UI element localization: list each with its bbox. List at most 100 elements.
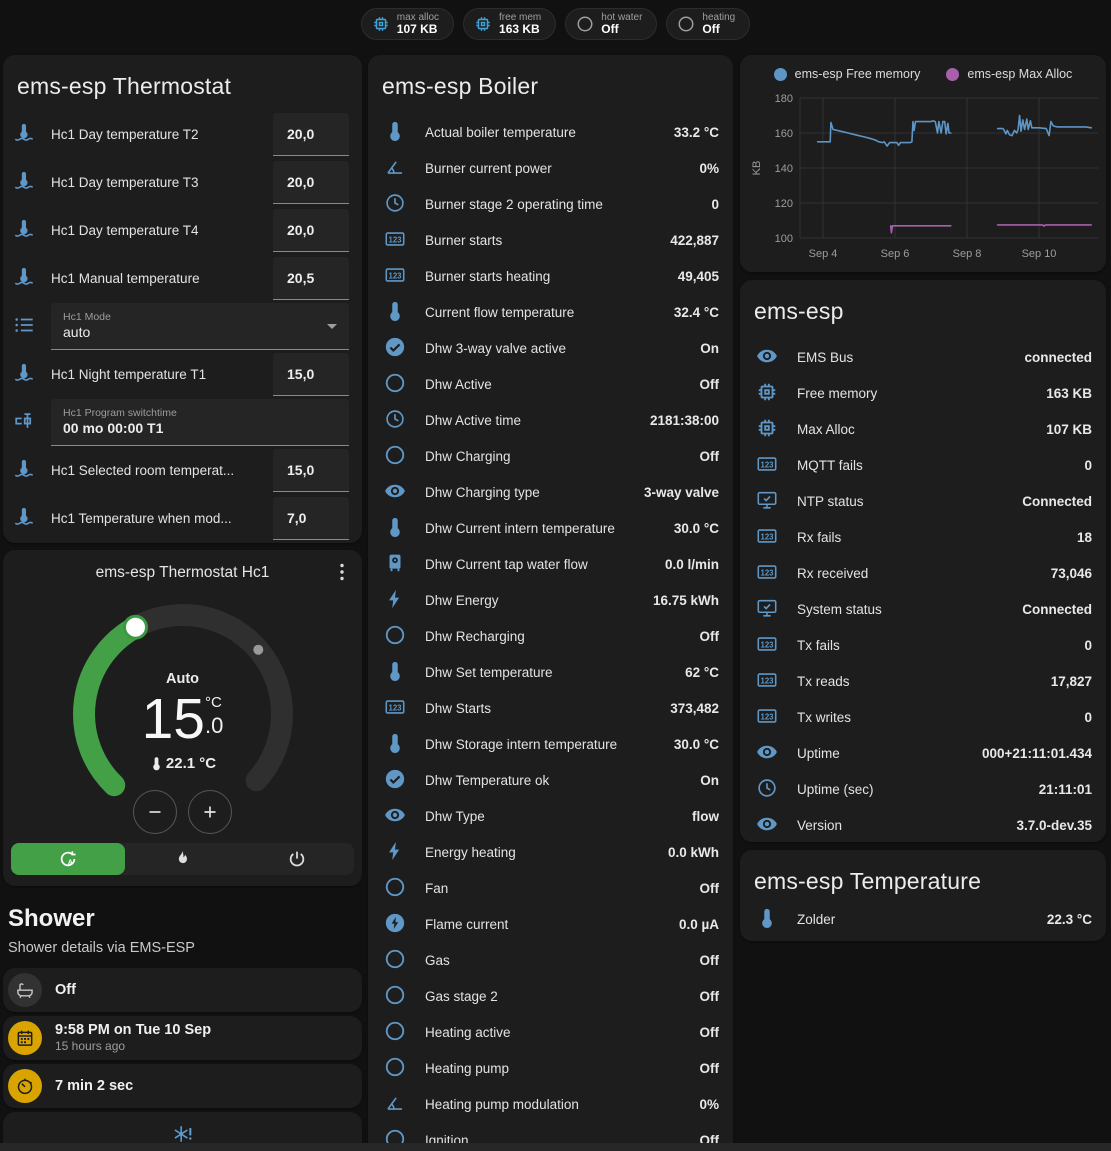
entity-row[interactable]: 123 Tx writes 0	[740, 699, 1106, 735]
entity-value: connected	[1024, 349, 1092, 365]
increase-temp-button[interactable]	[188, 790, 232, 834]
entity-row[interactable]: Current flow temperature 32.4 °C	[368, 294, 733, 330]
thermostat-row[interactable]: Hc1 Day temperature T3 20,0	[3, 158, 362, 206]
entity-row[interactable]: 123 Burner starts 422,887	[368, 222, 733, 258]
entity-row[interactable]: Dhw Recharging Off	[368, 618, 733, 654]
entity-row[interactable]: Max Alloc 107 KB	[740, 411, 1106, 447]
number-input[interactable]: 7,0	[273, 496, 349, 540]
chip-value: Off	[601, 22, 619, 36]
entity-row[interactable]: Dhw Storage intern temperature 30.0 °C	[368, 726, 733, 762]
entity-label: Tx writes	[797, 709, 851, 725]
entity-row[interactable]: Dhw Temperature ok On	[368, 762, 733, 798]
number-input[interactable]: 15,0	[273, 352, 349, 396]
check-circle-icon	[385, 769, 405, 789]
entity-row[interactable]: Uptime 000+21:11:01.434	[740, 735, 1106, 771]
entity-row[interactable]: 123 Tx fails 0	[740, 627, 1106, 663]
shower-item[interactable]: 7 min 2 sec	[3, 1064, 362, 1108]
entity-row[interactable]: Energy heating 0.0 kWh	[368, 834, 733, 870]
hvac-mode-power-button[interactable]	[240, 843, 354, 875]
entity-label: Burner starts	[425, 232, 503, 248]
entity-row[interactable]: Heating pump modulation 0%	[368, 1086, 733, 1122]
entity-row[interactable]: 123 Tx reads 17,827	[740, 663, 1106, 699]
mode-select[interactable]: Hc1 Mode auto	[51, 302, 349, 350]
entity-row[interactable]: Gas stage 2 Off	[368, 978, 733, 1014]
entity-row[interactable]: Heating active Off	[368, 1014, 733, 1050]
entity-row[interactable]: Fan Off	[368, 870, 733, 906]
entity-row[interactable]: Dhw Active time 2181:38:00	[368, 402, 733, 438]
header-chip-max-alloc[interactable]: max alloc 107 KB	[360, 8, 455, 40]
thermostat-row[interactable]: Hc1 Program switchtime 00 mo 00:00 T1	[3, 398, 362, 446]
entity-row[interactable]: Dhw Set temperature 62 °C	[368, 654, 733, 690]
shower-item[interactable]: 9:58 PM on Tue 10 Sep 15 hours ago	[3, 1016, 362, 1060]
entity-row[interactable]: Burner current power 0%	[368, 150, 733, 186]
number-input[interactable]: 20,0	[273, 160, 349, 204]
entity-row[interactable]: Dhw Charging Off	[368, 438, 733, 474]
entity-row[interactable]: Burner stage 2 operating time 0	[368, 186, 733, 222]
legend-item[interactable]: ems-esp Free memory	[773, 67, 920, 81]
entity-row[interactable]: NTP status Connected	[740, 483, 1106, 519]
decrease-temp-button[interactable]	[133, 790, 177, 834]
entity-row[interactable]: Flame current 0.0 µA	[368, 906, 733, 942]
entity-row[interactable]: Dhw Energy 16.75 kWh	[368, 582, 733, 618]
header-chip-free-mem[interactable]: free mem 163 KB	[463, 8, 557, 40]
thermostat-row[interactable]: Hc1 Selected room temperat... 15,0	[3, 446, 362, 494]
entity-row[interactable]: Dhw Current intern temperature 30.0 °C	[368, 510, 733, 546]
entity-row[interactable]: Dhw Charging type 3-way valve	[368, 474, 733, 510]
card-title: ems-esp Boiler	[382, 73, 539, 99]
history-chart[interactable]: 100 120 140 160 180 Sep 4 Sep 6 Sep 8 Sep 10 KB	[740, 55, 1106, 272]
legend-item[interactable]: ems-esp Max Alloc	[946, 67, 1072, 81]
entity-label: Max Alloc	[797, 421, 855, 437]
number-input[interactable]: 20,0	[273, 208, 349, 252]
thermostat-row[interactable]: Hc1 Temperature when mod... 7,0	[3, 494, 362, 542]
thermostat-row[interactable]: Hc1 Day temperature T4 20,0	[3, 206, 362, 254]
number-input[interactable]: 15,0	[273, 448, 349, 492]
entity-label: Current flow temperature	[425, 304, 575, 320]
entity-row[interactable]: Gas Off	[368, 942, 733, 978]
entity-row[interactable]: 123 Rx fails 18	[740, 519, 1106, 555]
hvac-mode-auto-button[interactable]: A	[11, 843, 126, 875]
entity-row[interactable]: Dhw Current tap water flow 0.0 l/min	[368, 546, 733, 582]
power-icon	[289, 851, 305, 867]
header-chip-heating[interactable]: heating Off	[666, 8, 751, 40]
entity-row[interactable]: Dhw Type flow	[368, 798, 733, 834]
entity-row[interactable]: Version 3.7.0-dev.35	[740, 807, 1106, 843]
entity-row[interactable]: Uptime (sec) 21:11:01	[740, 771, 1106, 807]
entity-value: Connected	[1022, 493, 1092, 509]
thermostat-row[interactable]: Hc1 Night temperature T1 15,0	[3, 350, 362, 398]
entity-row[interactable]: 123 Dhw Starts 373,482	[368, 690, 733, 726]
entity-row[interactable]: EMS Bus connected	[740, 339, 1106, 375]
entity-value: 30.0 °C	[673, 736, 719, 752]
entity-label: Version	[797, 817, 843, 833]
emsesp-card: ems-esp EMS Bus connected Free memory 16…	[740, 280, 1106, 842]
entity-row[interactable]: Zolder 22.3 °C	[740, 901, 1106, 937]
hvac-mode-fire-button[interactable]	[125, 843, 239, 875]
entity-row[interactable]: System status Connected	[740, 591, 1106, 627]
entity-label: Hc1 Manual temperature	[51, 270, 200, 286]
dots-vertical-icon[interactable]	[330, 560, 354, 584]
entity-row[interactable]: Dhw Active Off	[368, 366, 733, 402]
entity-row[interactable]: Dhw 3-way valve active On	[368, 330, 733, 366]
entity-row[interactable]: 123 MQTT fails 0	[740, 447, 1106, 483]
text-input[interactable]: Hc1 Program switchtime 00 mo 00:00 T1	[51, 398, 349, 446]
shower-item[interactable]: Off	[3, 968, 362, 1012]
entity-row[interactable]: Free memory 163 KB	[740, 375, 1106, 411]
header-chip-hot-water[interactable]: hot water Off	[565, 8, 658, 40]
entity-row[interactable]: 123 Burner starts heating 49,405	[368, 258, 733, 294]
bathtub-icon	[17, 983, 33, 999]
entity-value: 16.75 kWh	[652, 592, 719, 608]
number-input[interactable]: 20,5	[273, 256, 349, 300]
thermostat-row[interactable]: Hc1 Manual temperature 20,5	[3, 254, 362, 302]
entity-label: EMS Bus	[797, 349, 854, 365]
entity-row[interactable]: Heating pump Off	[368, 1050, 733, 1086]
thermostat-row[interactable]: Hc1 Day temperature T2 20,0	[3, 110, 362, 158]
entity-row[interactable]: 123 Rx received 73,046	[740, 555, 1106, 591]
number-input[interactable]: 20,0	[273, 112, 349, 156]
chip-label: heating	[702, 12, 736, 23]
entity-row[interactable]: Actual boiler temperature 33.2 °C	[368, 114, 733, 150]
eye-icon	[385, 484, 405, 498]
thermostat-row[interactable]: Hc1 Mode auto	[3, 302, 362, 350]
svg-text:120: 120	[775, 198, 793, 210]
entity-label: Hc1 Night temperature T1	[51, 366, 207, 382]
card-title: ems-esp Thermostat Hc1	[95, 564, 270, 581]
